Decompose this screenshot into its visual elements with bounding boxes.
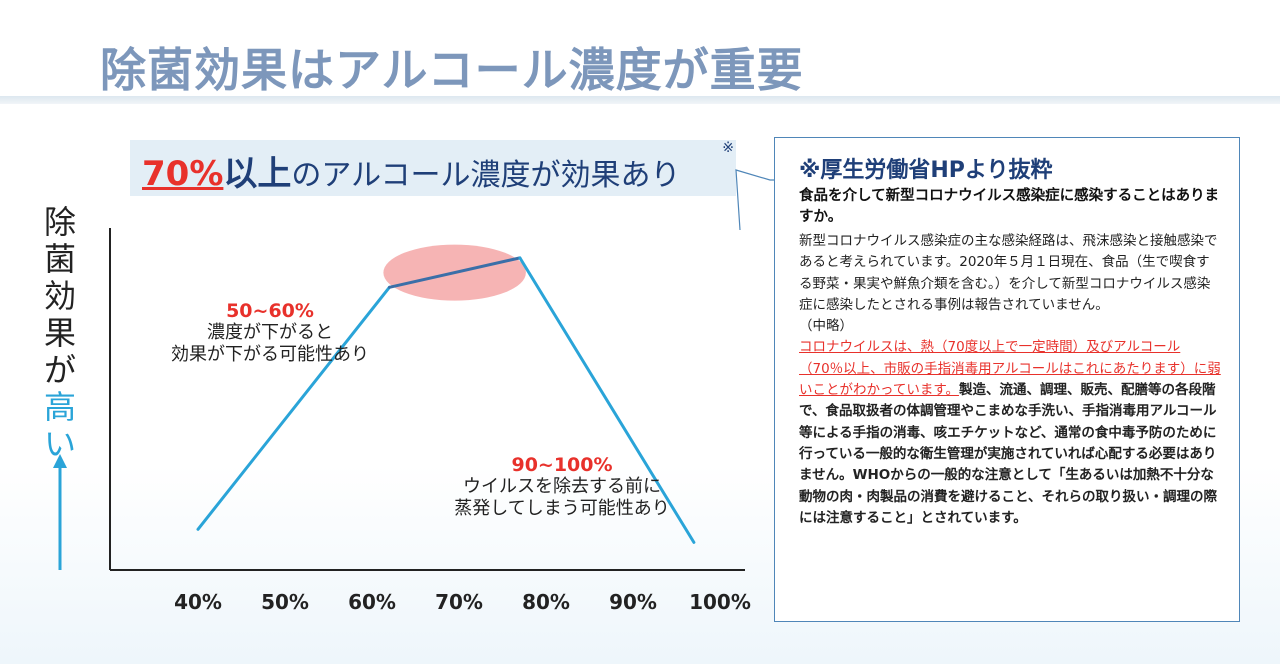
annotation-line: 蒸発してしまう可能性あり: [454, 498, 670, 519]
annotation-line: 効果が下がる可能性あり: [171, 344, 369, 365]
mhlw-excerpt-panel: ※厚生労働省HPより抜粋 食品を介して新型コロナウイルス感染症に感染することはあ…: [774, 137, 1240, 622]
series-line-segment: [196, 285, 391, 531]
y-axis-label-plain: 除菌効果が: [43, 203, 76, 389]
annotation-percent: 90~100%: [511, 454, 613, 476]
annotation-line: 濃度が下がると: [207, 322, 333, 343]
panel-omission: （中略）: [799, 318, 853, 335]
panel-title: ※厚生労働省HPより抜粋: [799, 158, 1053, 183]
x-tick-label: 60%: [348, 590, 396, 614]
x-tick-label: 100%: [689, 590, 751, 614]
annotation-50-60: 50~60% 濃度が下がると 効果が下がる可能性あり: [150, 300, 390, 366]
panel-body-2: 製造、流通、調理、販売、配膳等の各段階で、食品取扱者の体調管理やこまめな手洗い、…: [799, 382, 1217, 526]
panel-body-1: 新型コロナウイルス感染症の主な感染経路は、飛沫感染と接触感染であると考えられてい…: [799, 233, 1218, 313]
annotation-line: ウイルスを除去する前に: [463, 476, 661, 497]
panel-highlight-text: コロナウイルスは、熱（70度以上で一定時間）及びアルコール（70％以上、市販の手…: [799, 339, 1221, 399]
y-axis-label-highlight: 高い: [43, 388, 76, 463]
series-line-segment: [518, 256, 696, 544]
headline-banner: 70%以上のアルコール濃度が効果あり ※: [130, 140, 736, 196]
y-axis-label: 除菌効果が高い: [40, 204, 80, 463]
y-axis-up-arrow-icon: [53, 454, 67, 570]
page-title: 除菌効果はアルコール濃度が重要: [100, 43, 804, 97]
headline-text: のアルコール濃度が効果あり: [291, 158, 681, 193]
annotation-percent: 50~60%: [226, 300, 314, 322]
panel-question: 食品を介して新型コロナウイルス感染症に感染することはありますか。: [799, 188, 1220, 225]
headline-ijo: 以上: [223, 154, 292, 194]
x-tick-label: 50%: [261, 590, 309, 614]
title-divider: [0, 96, 1280, 104]
x-tick-label: 80%: [522, 590, 570, 614]
x-tick-label: 90%: [609, 590, 657, 614]
panel-body: 新型コロナウイルス感染症の主な感染経路は、飛沫感染と接触感染であると考えられてい…: [799, 231, 1223, 529]
x-tick-label: 70%: [435, 590, 483, 614]
headline-reference-mark: ※: [722, 140, 734, 156]
series-line-segment: [387, 256, 522, 289]
annotation-90-100: 90~100% ウイルスを除去する前に 蒸発してしまう可能性あり: [442, 454, 682, 520]
headline-percent: 70%: [142, 154, 224, 194]
x-tick-label: 40%: [174, 590, 222, 614]
callout-connector: [735, 169, 774, 231]
